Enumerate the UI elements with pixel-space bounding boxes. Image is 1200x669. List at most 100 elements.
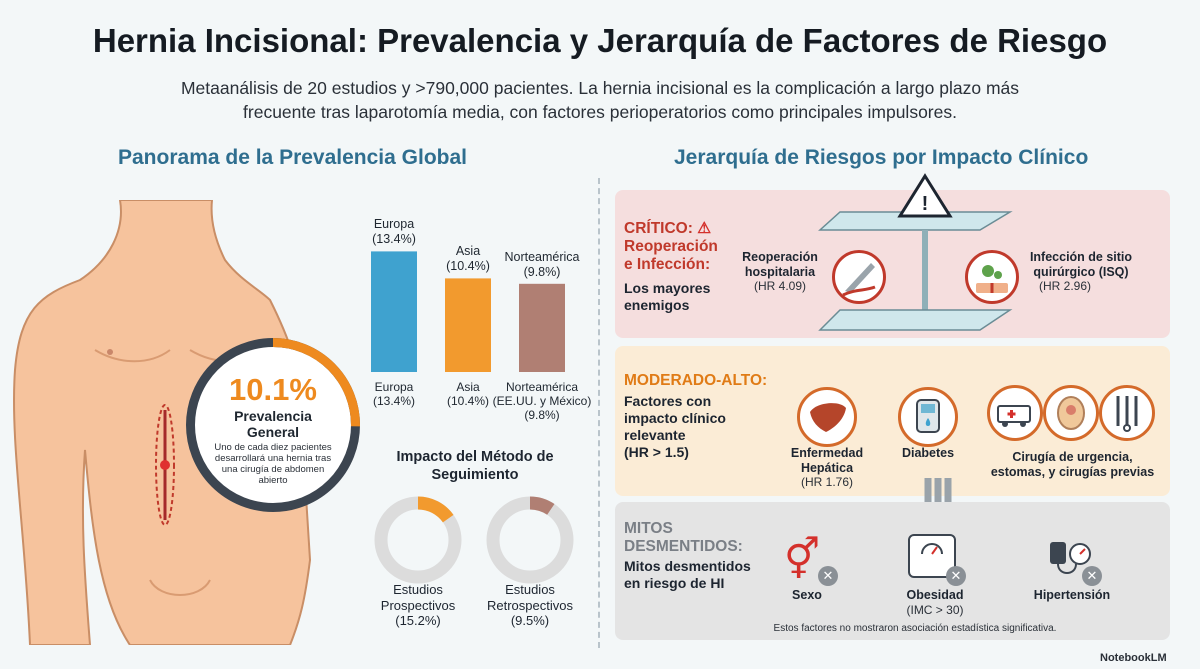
critical-item-title: hospitalaria [744,264,816,279]
prevalence-arc [272,338,360,427]
myth-x-icon: ✕ [1082,566,1102,586]
prevalence-desc-line: desarrollará una hernia tras [214,453,332,464]
myths-head-line: DESMENTIDOS: [624,538,743,555]
critical-head-line: CRÍTICO: [624,220,693,237]
critical-item-infection: Infección de sitio quirúrgico (ISQ) (HR … [1025,250,1137,293]
warning-triangle-icon [897,173,953,218]
myths-head-line: MITOS [624,520,673,537]
critical-desc-line: Los mayores [624,280,711,296]
warning-icon: ⚠ [697,220,712,237]
myths-panel [615,502,1170,640]
page-title: Hernia Incisional: Prevalencia y Jerarqu… [92,22,1108,59]
moderate-item-title: Enfermedad [790,446,864,460]
method-heading-line: Impacto del Método de [396,449,554,465]
gender-icon: ⚥ [784,538,821,582]
moderate-heading: MODERADO-ALTO: [624,372,768,389]
myth-item-obesity: Obesidad (IMC > 30) [890,588,980,617]
left-section-heading: Panorama de la Prevalencia Global [118,146,467,169]
subtitle-line: Metaanálisis de 20 estudios y >790,000 p… [180,78,1020,98]
platform-stem [922,230,928,310]
torso-illustration [13,200,312,645]
donut-label: Estudios Retrospectivos (9.5%) [487,582,573,628]
bar-top-label: Asia (10.4%) [446,244,490,274]
moderate-item-diabetes: Diabetes [880,446,976,461]
myths-desc-line: en riesgo de HI [624,575,725,591]
moderate-item-title: Diabetes [901,446,955,460]
myths-footnote: Estos factores no mostraron asociación e… [773,623,1057,634]
moderate-item-title: estomas, y cirugías previas [990,464,1155,479]
bar-bottom-label: Europa (13.4%) [372,380,416,408]
bar-chart-svg [371,251,565,372]
critical-head-line: Reoperación [624,238,718,255]
myth-item-sub: (IMC > 30) [906,602,964,617]
warning-exclamation: ! [922,193,929,215]
risk-platform-illustration: ! [818,173,1013,331]
glucometer-icon [898,387,958,447]
donut-segment [529,496,555,515]
blood-pressure-icon [1046,538,1096,580]
critical-item-title: Infección de sitio [1029,250,1133,264]
region-bar-chart: Europa (13.4%) Europa (13.4%) Asia (10.4%) Asi… [360,200,591,430]
hernia-spot [160,460,170,470]
critical-item-hr: (HR 4.09) [753,279,806,293]
stoma-icon [1043,385,1099,441]
myth-x-icon: ✕ [818,566,838,586]
section-divider [598,178,600,648]
moderate-item-hr: (HR 1.76) [800,475,853,489]
platform-top [818,211,1013,231]
prevalence-desc-line: Uno de cada diez pacientes [214,442,332,453]
nipple-left [107,349,113,355]
infection-icon [965,250,1019,304]
prevalence-arc-fill [272,338,360,427]
ambulance-icon [987,385,1043,441]
prevalence-desc-line: abierto [258,475,288,486]
critical-description: Los mayores enemigos [624,280,710,314]
method-donut [374,496,462,584]
critical-heading: CRÍTICO: ⚠ Reoperación e Infección: [624,220,718,274]
myths-description: Mitos desmentidos en riesgo de HI [624,558,751,592]
moderate-item-liver: Enfermedad Hepática (HR 1.76) [775,446,879,489]
prevalence-callout [186,338,360,512]
myths-desc-line: Mitos desmentidos [624,558,751,574]
liver-icon [797,387,857,447]
lower-abdomen-line [149,579,211,596]
method-heading: Impacto del Método de Seguimiento [370,448,580,484]
critical-head-line: e Infección: [624,256,711,273]
bar-europa [371,251,417,372]
moderate-desc-line: Factores con [624,393,712,409]
critical-item-title: quirúrgico (ISQ) [1033,264,1129,279]
bar-norteamérica [519,283,565,372]
surgical-tools-icon [1099,385,1155,441]
method-donut [486,496,574,584]
moderate-desc-line: relevante [624,427,686,443]
donut-track [486,496,574,584]
critical-item-title: Reoperación [742,250,818,264]
prevalence-value: 10.1% [229,372,317,407]
donut-label: Estudios Prospectivos (15.2%) [380,582,456,628]
brand-label: NotebookLM [1100,652,1167,664]
bar-bottom-label: Asia (10.4%) [446,380,490,408]
scalpel-icon [832,250,886,304]
moderate-item-title: Hepática [800,460,854,475]
platform-base [818,309,1013,331]
bar-top-label: Norteamérica (9.8%) [504,249,580,279]
moderate-desc-line: (HR > 1.5) [624,444,689,460]
myth-item-title: Sexo [792,588,822,602]
right-section-heading: Jerarquía de Riesgos por Impacto Clínico [674,146,1089,169]
bar-asia [445,278,491,372]
moderate-item-title: Cirugía de urgencia, [1012,450,1133,464]
myth-x-icon: ✕ [946,566,966,586]
moderate-item-surgery: Cirugía de urgencia, estomas, y cirugías… [980,450,1165,479]
moderate-desc-line: impacto clínico [624,410,726,426]
myth-item-title: Obesidad [906,588,964,602]
prevalence-description: Uno de cada diez pacientes desarrollará … [200,442,346,486]
bar-top-label: Europa (13.4%) [372,217,416,247]
critical-item-reoperation: Reoperación hospitalaria (HR 4.09) [730,250,830,293]
moderate-description: Factores con impacto clínico relevante (… [624,393,726,461]
incision-outline [155,404,175,526]
torso-shape [13,200,312,645]
method-heading-line: Seguimiento [431,467,519,483]
myth-item-title: Hipertensión [1033,588,1111,602]
prevalence-label: Prevalencia General [196,408,350,440]
prevalence-desc-line: una cirugía de abdomen [221,464,325,475]
